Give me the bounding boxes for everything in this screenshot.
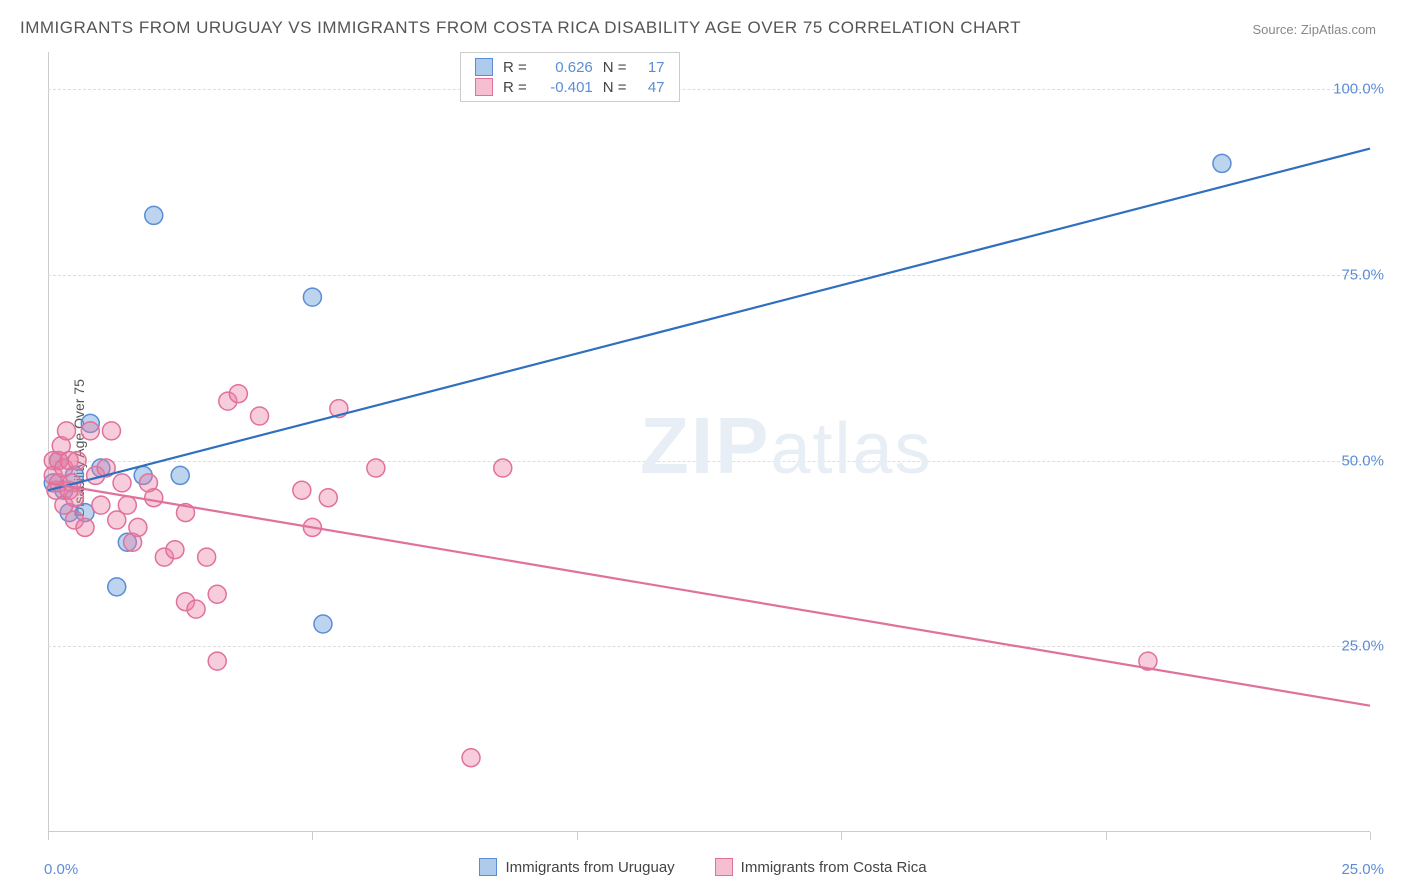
data-point [166,541,184,559]
stats-row-uruguay: R = 0.626 N = 17 [475,57,665,77]
r-value-uruguay: 0.626 [537,59,593,76]
data-point [367,459,385,477]
x-tick-mark [48,832,49,840]
swatch-pink-icon [715,858,733,876]
x-tick-mark [577,832,578,840]
data-point [129,518,147,536]
legend-label-uruguay: Immigrants from Uruguay [505,859,674,876]
data-point [208,652,226,670]
data-point [319,489,337,507]
data-point [1213,154,1231,172]
data-point [113,474,131,492]
x-tick-mark [841,832,842,840]
data-point [145,489,163,507]
legend: Immigrants from Uruguay Immigrants from … [0,858,1406,876]
n-value-uruguay: 17 [637,59,665,76]
x-tick-label-max: 25.0% [1341,861,1384,878]
source-credit: Source: ZipAtlas.com [1252,22,1376,37]
data-point [314,615,332,633]
x-tick-mark [1106,832,1107,840]
r-label: R = [503,79,527,96]
legend-item-costa-rica: Immigrants from Costa Rica [715,858,927,876]
data-point [251,407,269,425]
swatch-blue-icon [479,858,497,876]
r-value-costa-rica: -0.401 [537,79,593,96]
data-point [293,481,311,499]
r-label: R = [503,59,527,76]
scatter-plot-svg [48,52,1370,832]
data-point [65,489,83,507]
n-label: N = [603,59,627,76]
correlation-stats-box: R = 0.626 N = 17 R = -0.401 N = 47 [460,52,680,102]
x-tick-mark [312,832,313,840]
trend-line [48,483,1370,706]
data-point [102,422,120,440]
data-point [229,385,247,403]
legend-label-costa-rica: Immigrants from Costa Rica [741,859,927,876]
data-point [198,548,216,566]
data-point [92,496,110,514]
stats-row-costa-rica: R = -0.401 N = 47 [475,77,665,97]
data-point [108,578,126,596]
trend-line [48,149,1370,491]
data-point [462,749,480,767]
data-point [303,288,321,306]
data-point [171,466,189,484]
n-value-costa-rica: 47 [637,79,665,96]
data-point [118,496,136,514]
x-tick-label-min: 0.0% [44,861,78,878]
data-point [58,422,76,440]
data-point [76,518,94,536]
data-point [208,585,226,603]
chart-title: IMMIGRANTS FROM URUGUAY VS IMMIGRANTS FR… [20,18,1021,38]
data-point [81,422,99,440]
data-point [187,600,205,618]
n-label: N = [603,79,627,96]
legend-item-uruguay: Immigrants from Uruguay [479,858,674,876]
x-tick-mark [1370,832,1371,840]
data-point [68,452,86,470]
swatch-blue-icon [475,58,493,76]
data-point [145,206,163,224]
data-point [494,459,512,477]
swatch-pink-icon [475,78,493,96]
